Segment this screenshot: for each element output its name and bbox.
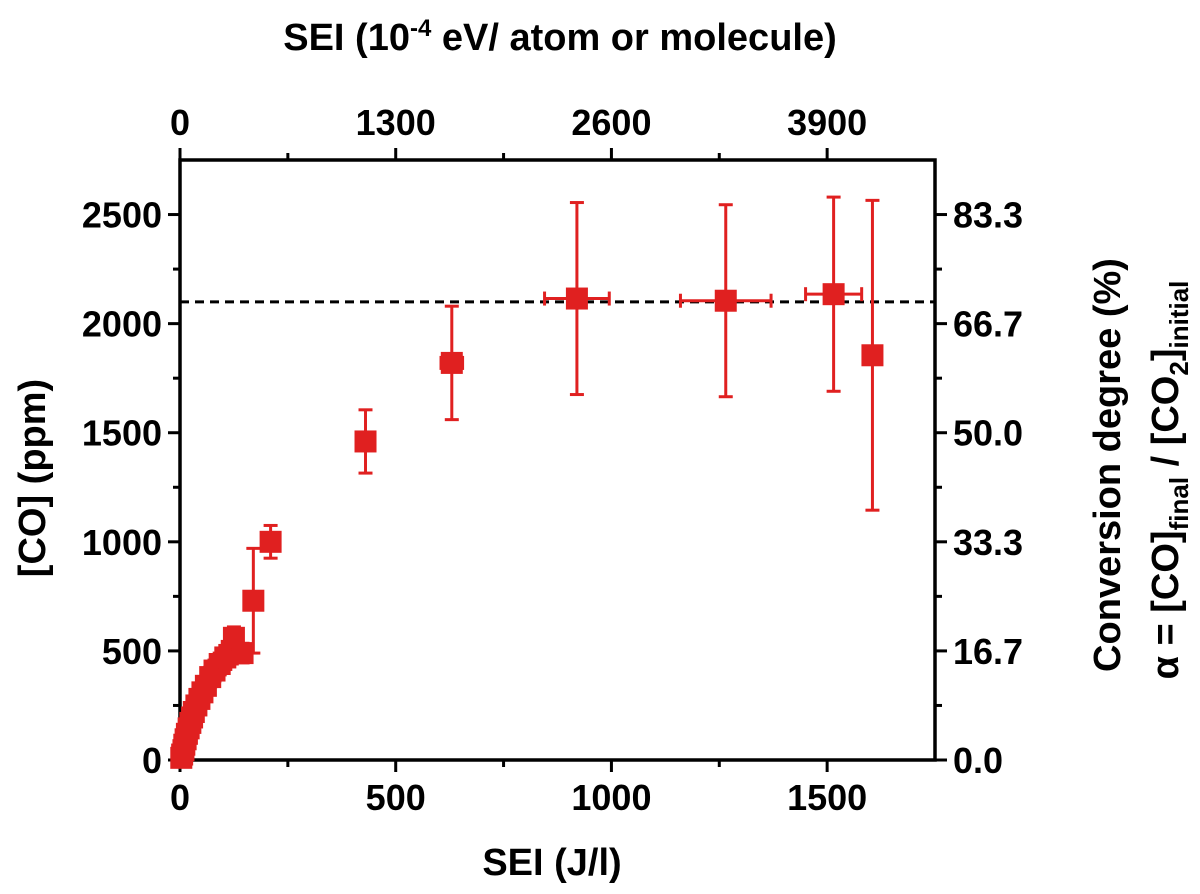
y2-tick-label: 50.0: [953, 413, 1023, 454]
data-point: [354, 430, 377, 453]
y-tick-label: 500: [102, 631, 162, 672]
data-point: [259, 530, 282, 553]
x-tick-label: 0: [170, 777, 190, 818]
y-tick-label: 1000: [82, 522, 162, 563]
y2-tick-label: 66.7: [953, 304, 1023, 345]
plot-frame: [178, 158, 937, 762]
y2-axis-title-line2: α = [CO]final / [CO2]initial: [1145, 281, 1194, 680]
x-tick-label: 1500: [787, 777, 867, 818]
y2-tick-label: 16.7: [953, 631, 1023, 672]
y-tick-label: 2000: [82, 304, 162, 345]
data-point: [714, 289, 737, 312]
data-point: [861, 344, 884, 367]
y-tick-label: 2500: [82, 195, 162, 236]
data-point: [822, 283, 845, 306]
x2-tick-label: 0: [170, 102, 190, 143]
x-axis-title: SEI (J/l): [482, 842, 621, 884]
data-point: [242, 589, 265, 612]
y-tick-label: 1500: [82, 413, 162, 454]
x-tick-label: 1000: [571, 777, 651, 818]
data-point: [231, 642, 254, 665]
y2-tick-label: 83.3: [953, 195, 1023, 236]
y-axis-title: [CO] (ppm): [12, 379, 54, 577]
y-tick-label: 0: [142, 740, 162, 781]
data-point: [440, 351, 463, 374]
y2-axis-title-line1: Conversion degree (%): [1087, 258, 1129, 672]
x2-tick-label: 3900: [787, 102, 867, 143]
x2-tick-label: 1300: [356, 102, 436, 143]
y2-tick-label: 0.0: [953, 740, 1003, 781]
data-point: [565, 287, 588, 310]
y2-tick-label: 33.3: [953, 522, 1023, 563]
x2-tick-label: 2600: [571, 102, 651, 143]
plot-area: 0 500 1000 1500 0 1300 2600 3900 0 500 1000 1500 200…: [82, 102, 1023, 818]
x-tick-label: 500: [366, 777, 426, 818]
top-axis-title: SEI (10-4 eV/ atom or molecule): [283, 15, 837, 59]
